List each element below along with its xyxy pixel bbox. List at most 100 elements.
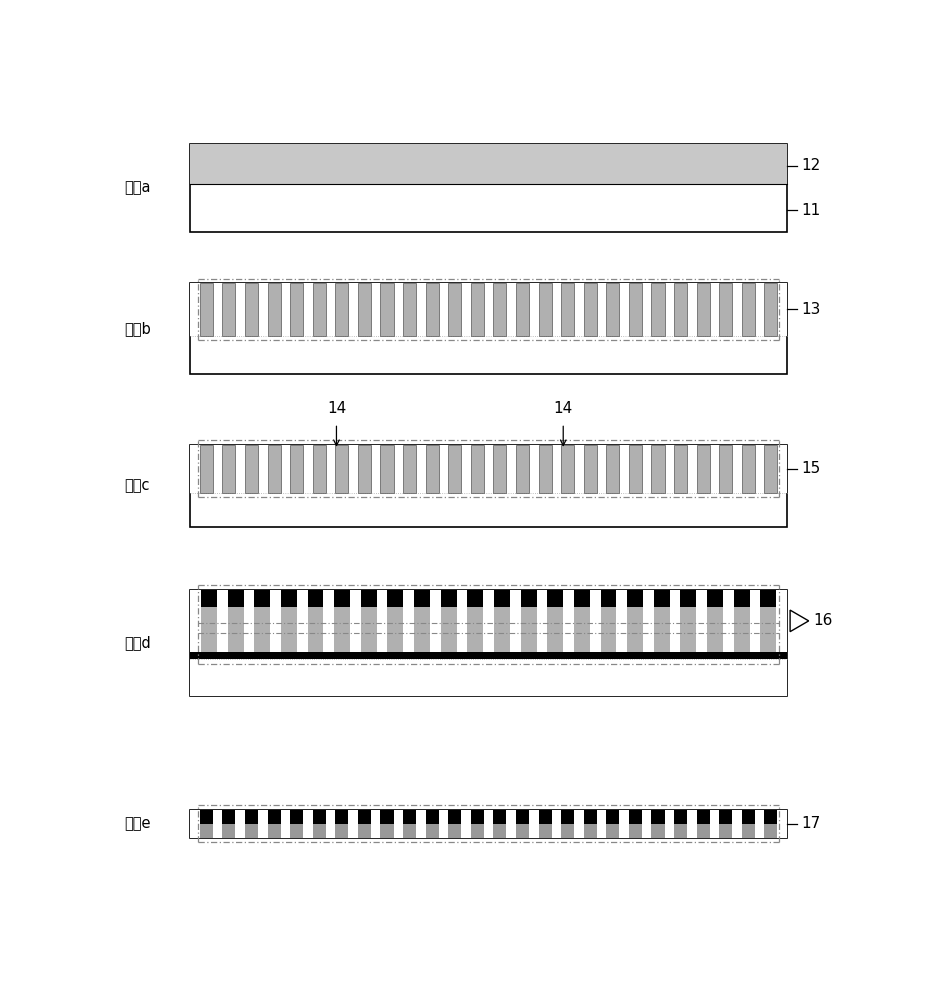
Bar: [245, 824, 258, 838]
Bar: [245, 810, 258, 824]
Bar: [538, 810, 551, 824]
Bar: [516, 445, 529, 493]
Bar: [606, 445, 620, 493]
Bar: [536, 590, 548, 659]
Bar: [516, 283, 529, 336]
Bar: [271, 590, 281, 659]
Bar: [471, 810, 484, 824]
Bar: [403, 810, 416, 824]
Bar: [674, 824, 687, 838]
Polygon shape: [790, 610, 809, 632]
Bar: [268, 445, 281, 493]
Bar: [190, 659, 787, 696]
Bar: [190, 652, 787, 659]
Bar: [548, 590, 564, 607]
Bar: [381, 445, 394, 493]
Bar: [760, 590, 776, 607]
Bar: [216, 590, 228, 659]
Bar: [719, 810, 732, 824]
Bar: [651, 283, 664, 336]
Bar: [574, 590, 590, 607]
Bar: [764, 445, 777, 493]
Bar: [190, 144, 787, 184]
Bar: [448, 283, 461, 336]
Bar: [268, 824, 281, 838]
Bar: [245, 283, 258, 336]
Bar: [297, 590, 308, 659]
Bar: [358, 283, 371, 336]
Bar: [381, 810, 394, 824]
Bar: [561, 283, 574, 336]
Bar: [448, 810, 461, 824]
Bar: [290, 810, 303, 824]
Bar: [584, 810, 597, 824]
Bar: [335, 445, 348, 493]
Bar: [228, 590, 244, 607]
Bar: [629, 283, 642, 336]
Bar: [290, 824, 303, 838]
Text: 12: 12: [801, 158, 820, 173]
Bar: [381, 283, 394, 336]
Bar: [510, 590, 521, 659]
Bar: [494, 824, 507, 838]
Bar: [776, 590, 787, 659]
Bar: [494, 810, 507, 824]
Bar: [629, 824, 642, 838]
Bar: [403, 824, 416, 838]
Bar: [629, 810, 642, 824]
Bar: [606, 810, 620, 824]
Bar: [222, 810, 235, 824]
Bar: [627, 590, 643, 607]
Bar: [674, 445, 687, 493]
Bar: [719, 283, 732, 336]
Bar: [222, 445, 235, 493]
Bar: [538, 445, 551, 493]
Bar: [290, 283, 303, 336]
Bar: [606, 824, 620, 838]
Bar: [430, 590, 440, 659]
Text: 步骤c: 步骤c: [124, 478, 150, 493]
Bar: [538, 824, 551, 838]
Bar: [190, 283, 787, 374]
Bar: [471, 283, 484, 336]
Text: 步骤e: 步骤e: [124, 816, 151, 831]
Bar: [313, 445, 326, 493]
Bar: [697, 824, 710, 838]
Bar: [448, 824, 461, 838]
Bar: [494, 283, 507, 336]
Bar: [467, 590, 483, 607]
Bar: [281, 590, 297, 607]
Bar: [764, 810, 777, 824]
Bar: [483, 590, 494, 659]
Bar: [742, 810, 755, 824]
Bar: [350, 590, 361, 659]
Bar: [471, 445, 484, 493]
Bar: [674, 283, 687, 336]
Bar: [387, 590, 403, 607]
Text: 步骤d: 步骤d: [124, 635, 151, 650]
Text: 11: 11: [801, 203, 820, 218]
Text: 步骤a: 步骤a: [124, 180, 151, 195]
Bar: [308, 590, 324, 607]
Bar: [190, 590, 201, 659]
Bar: [680, 590, 696, 607]
Bar: [335, 283, 348, 336]
Bar: [516, 810, 529, 824]
Bar: [324, 590, 334, 659]
Bar: [200, 283, 213, 336]
Text: 16: 16: [814, 613, 833, 628]
Text: 14: 14: [553, 401, 573, 416]
Bar: [190, 283, 787, 336]
Bar: [742, 824, 755, 838]
Bar: [335, 824, 348, 838]
Bar: [494, 445, 507, 493]
Bar: [190, 810, 787, 838]
Bar: [200, 824, 213, 838]
Bar: [313, 824, 326, 838]
Bar: [222, 283, 235, 336]
Bar: [733, 590, 749, 607]
Bar: [742, 445, 755, 493]
Bar: [414, 590, 430, 607]
Bar: [190, 144, 787, 232]
Bar: [561, 810, 574, 824]
